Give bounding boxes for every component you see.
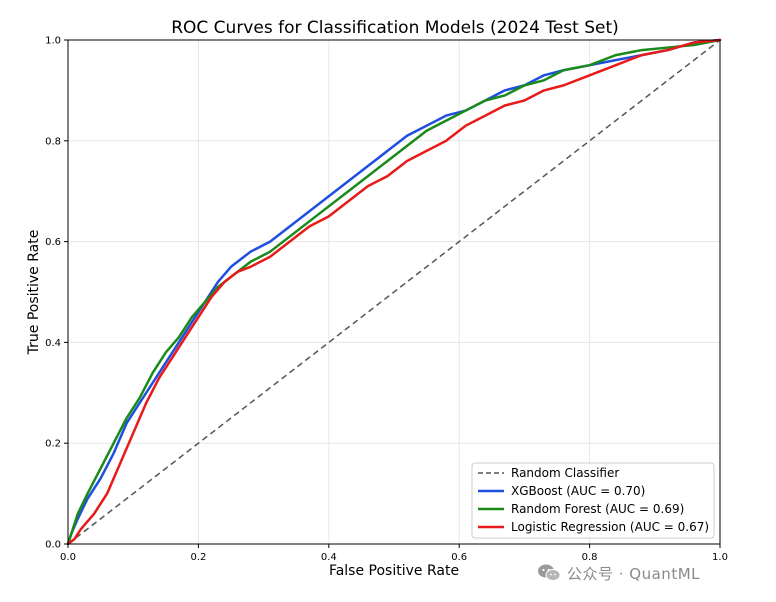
x-tick-label-1: 0.2 xyxy=(190,552,206,563)
legend-label-random-classifier: Random Classifier xyxy=(511,466,619,480)
watermark: 公众号 · QuantML xyxy=(537,560,700,586)
x-axis-label: False Positive Rate xyxy=(329,563,459,579)
x-tick-label-4: 0.8 xyxy=(582,552,598,563)
x-tick-label-2: 0.4 xyxy=(321,552,337,563)
y-tick-label-2: 0.4 xyxy=(45,338,61,349)
watermark-text: 公众号 · QuantML xyxy=(567,564,700,583)
series-line-random-forest xyxy=(66,38,722,546)
axis-ticks: 0.0 0.2 0.4 0.6 0.8 1.0 0.0 0.2 0.4 0.6 0.8 1.0 xyxy=(45,36,728,564)
y-tick-label-4: 0.8 xyxy=(45,136,61,147)
y-axis-label: True Positive Rate xyxy=(26,230,42,356)
y-tick-label-0: 0.0 xyxy=(45,540,61,551)
legend-box xyxy=(471,462,715,539)
x-tick-label-0: 0.0 xyxy=(60,552,76,563)
legend-label-xgboost: XGBoost (AUC = 0.70) xyxy=(511,484,645,498)
wechat-icon xyxy=(538,564,561,581)
plot-frame xyxy=(67,39,721,545)
series-lines xyxy=(66,38,722,546)
y-tick-label-5: 1.0 xyxy=(45,36,61,47)
y-tick-label-1: 0.2 xyxy=(45,439,61,450)
grid xyxy=(67,39,721,545)
series-line-random-classifier xyxy=(67,39,721,545)
legend-label-logistic-regression: Logistic Regression (AUC = 0.67) xyxy=(511,520,709,534)
legend-label-random-forest: Random Forest (AUC = 0.69) xyxy=(511,502,684,516)
x-tick-label-3: 0.6 xyxy=(451,552,467,563)
legend: Random Classifier XGBoost (AUC = 0.70) R… xyxy=(471,462,715,539)
x-tick-label-5: 1.0 xyxy=(712,552,728,563)
series-line-logistic-regression xyxy=(66,38,722,546)
chart-title: ROC Curves for Classification Models (20… xyxy=(171,18,619,38)
y-tick-label-3: 0.6 xyxy=(45,237,61,248)
